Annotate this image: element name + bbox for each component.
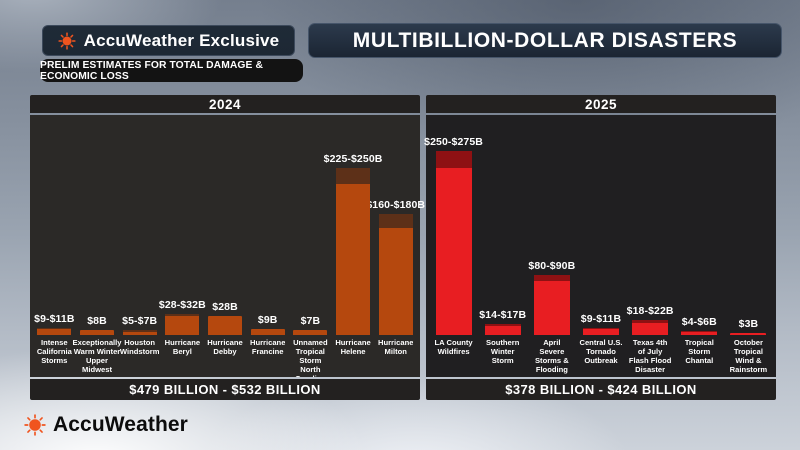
panel-2024: 2024 $9-$11B Intense California Storms $…	[30, 95, 425, 400]
bar-value-label: $14-$17B	[479, 308, 527, 321]
bar	[250, 329, 285, 335]
bar-range-cap	[435, 150, 472, 168]
bar	[335, 167, 371, 335]
bar-category-label: Hurricane Milton	[377, 339, 414, 356]
bar-range-cap	[165, 313, 200, 317]
bar-range-cap	[533, 274, 570, 282]
bar-column: $160-$180B Hurricane Milton	[366, 115, 425, 377]
accuweather-exclusive-badge: AccuWeather Exclusive	[42, 25, 295, 56]
bar-category-label: Hurricane Helene	[335, 339, 371, 356]
bar-value-label: $80-$90B	[528, 259, 576, 272]
bar	[122, 330, 157, 335]
bar	[730, 333, 767, 335]
bar-range-cap	[122, 330, 157, 332]
subtitle-badge: PRELIM ESTIMATES FOR TOTAL DAMAGE & ECON…	[40, 59, 303, 82]
bar-category-label: Unnamed Tropical Storm North Carolina	[293, 339, 328, 377]
bar-column: $3B October Tropical Wind & Rainstorm	[724, 115, 773, 377]
bar	[533, 274, 570, 335]
accuweather-logo: AccuWeather	[24, 413, 188, 437]
bar-column: $14-$17B Southern Winter Storm	[478, 115, 527, 377]
bar-range-cap	[632, 320, 669, 323]
panel-2025: 2025 $250-$275B LA County Wildfires $14-…	[424, 95, 776, 400]
chart-panels: 2024 $9-$11B Intense California Storms $…	[30, 95, 776, 400]
bar	[632, 320, 669, 335]
bar-value-label: $7B	[300, 315, 321, 328]
bar-range-cap	[335, 167, 371, 185]
bar-value-label: $28-$32B	[158, 298, 206, 311]
bar	[79, 329, 115, 335]
bar-column: $7B Unnamed Tropical Storm North Carolin…	[289, 115, 332, 377]
bar-column: $225-$250B Hurricane Helene	[324, 115, 383, 377]
bar-value-label: $28B	[212, 301, 238, 314]
panel-2025-total: $378 BILLION - $424 BILLION	[426, 379, 776, 400]
bar-column: $8B Exceptionally Warm Winter Upper Midw…	[72, 115, 122, 377]
logo-text: AccuWeather	[53, 413, 188, 436]
bar-category-label: Hurricane Francine	[249, 339, 286, 356]
bar-category-label: April Severe Storms & Flooding	[534, 339, 569, 374]
bar	[165, 313, 200, 335]
bar	[435, 150, 472, 335]
accuweather-sun-icon	[58, 31, 76, 50]
bar-value-label: $8B	[87, 314, 107, 327]
bar-category-label: Tropical Storm Chantal	[684, 339, 714, 365]
bar-range-cap	[484, 323, 521, 326]
bar-column: $9-$11B Central U.S. Tornado Outbreak	[576, 115, 625, 377]
bar-column: $28-$32B Hurricane Beryl	[158, 115, 206, 377]
bar-value-label: $225-$250B	[323, 152, 383, 165]
bar	[207, 316, 243, 335]
bar-column: $4-$6B Tropical Storm Chantal	[675, 115, 724, 377]
bar-category-label: Hurricane Beryl	[164, 339, 201, 356]
bar-column: $80-$90B April Severe Storms & Flooding	[527, 115, 576, 377]
bar-value-label: $9-$11B	[580, 312, 622, 325]
bar-range-cap	[681, 331, 718, 333]
page-title: MULTIBILLION-DOLLAR DISASTERS	[308, 23, 782, 58]
bar	[293, 330, 328, 335]
bar-category-label: October Tropical Wind & Rainstorm	[729, 339, 768, 374]
bar-value-label: $9-$11B	[34, 312, 75, 325]
panel-2025-year-header: 2025	[426, 95, 776, 113]
bar-value-label: $4-$6B	[681, 316, 717, 328]
bar-category-label: Central U.S. Tornado Outbreak	[579, 339, 623, 365]
bar-category-label: Intense California Storms	[36, 339, 72, 365]
bar	[681, 331, 718, 335]
bar-category-label: Houston Windstorm	[119, 339, 160, 356]
bar	[378, 214, 413, 335]
accuweather-sun-icon	[24, 414, 46, 436]
bar-column: $9-$11B Intense California Storms	[33, 115, 76, 377]
bar-category-label: Texas 4th of July Flash Flood Disaster	[628, 339, 672, 374]
bar-value-label: $250-$275B	[424, 135, 483, 148]
bar	[484, 323, 521, 335]
chart-2025-bars: $250-$275B LA County Wildfires $14-$17B …	[424, 115, 773, 377]
bar-value-label: $18-$22B	[626, 305, 674, 318]
bar-value-label: $160-$180B	[366, 199, 426, 212]
bar-column: $250-$275B LA County Wildfires	[424, 115, 483, 377]
bar-range-cap	[37, 327, 72, 329]
bar	[582, 327, 619, 335]
bar-value-label: $9B	[257, 314, 278, 326]
chart-2024-bars: $9-$11B Intense California Storms $8B Ex…	[33, 115, 425, 378]
bar-column: $18-$22B Texas 4th of July Flash Flood D…	[626, 115, 675, 377]
panel-2024-total: $479 BILLION - $532 BILLION	[30, 379, 420, 400]
bar-category-label: LA County Wildfires	[434, 339, 473, 356]
bar-category-label: Exceptionally Warm Winter Upper Midwest	[72, 339, 122, 374]
bar-column: $9B Hurricane Francine	[246, 115, 289, 377]
panel-2024-year-header: 2024	[30, 95, 420, 113]
chart-2024: $9-$11B Intense California Storms $8B Ex…	[30, 115, 425, 378]
bar	[37, 327, 72, 335]
bar-value-label: $5-$7B	[122, 315, 158, 328]
bar-category-label: Southern Winter Storm	[486, 339, 520, 365]
bar-value-label: $3B	[738, 318, 759, 330]
chart-2025: $250-$275B LA County Wildfires $14-$17B …	[424, 115, 776, 377]
bar-column: $28B Hurricane Debby	[204, 115, 247, 377]
bar-range-cap	[378, 214, 413, 228]
brand-badge-label: AccuWeather Exclusive	[83, 30, 280, 50]
bar-category-label: Hurricane Debby	[207, 339, 243, 356]
bar-column: $5-$7B Houston Windstorm	[118, 115, 161, 377]
bar-range-cap	[582, 327, 619, 329]
